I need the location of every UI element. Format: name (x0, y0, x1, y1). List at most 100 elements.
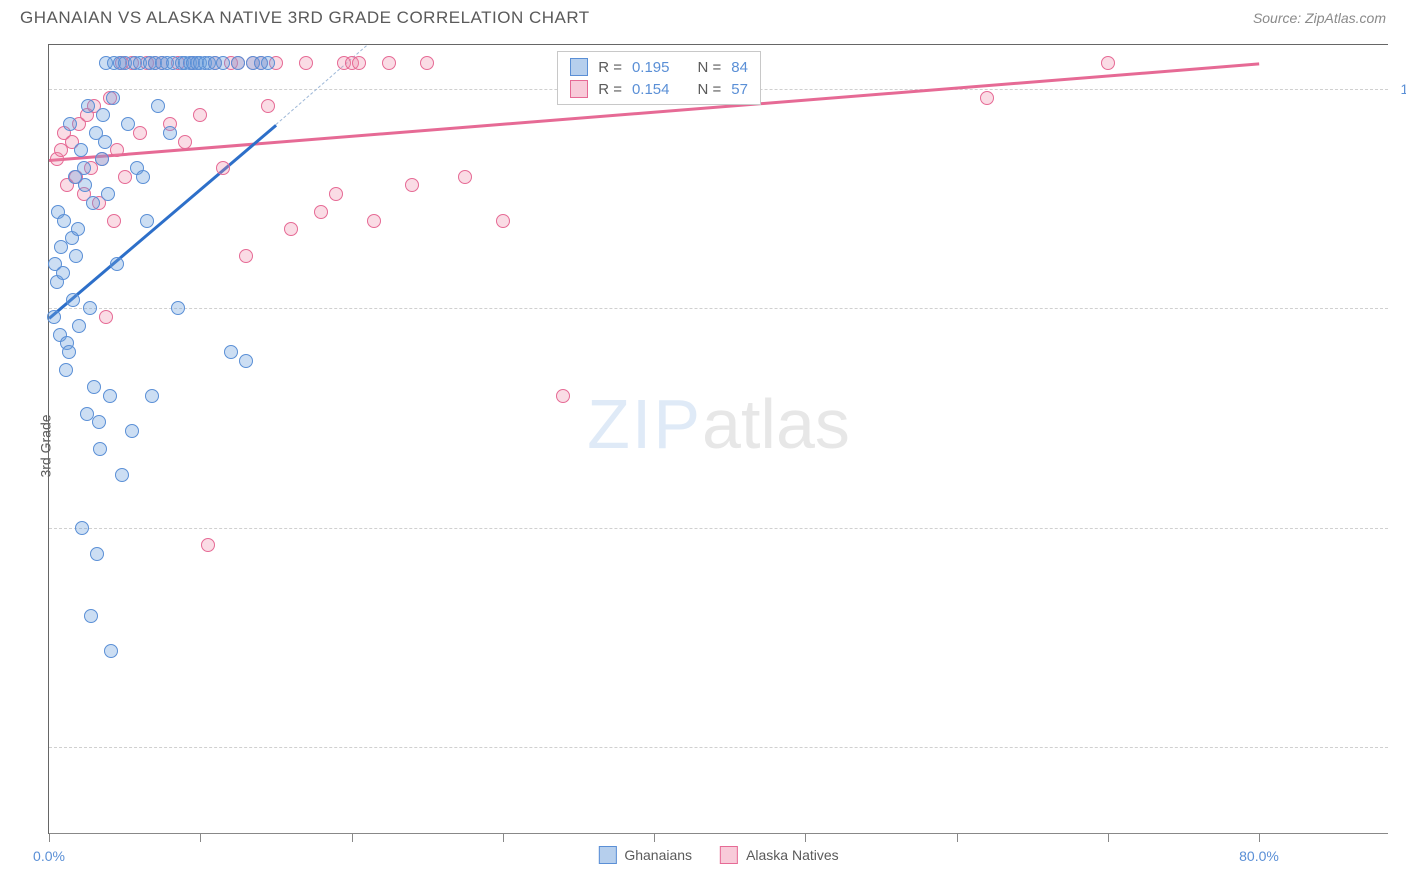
scatter-point-pink (178, 135, 192, 149)
scatter-point-blue (224, 345, 238, 359)
x-axis-line (49, 833, 1388, 834)
swatch-pink-icon (720, 846, 738, 864)
x-tick (957, 834, 958, 842)
stat-n-value: 57 (731, 81, 748, 98)
scatter-point-pink (458, 170, 472, 184)
swatch-blue-icon (570, 58, 588, 76)
scatter-point-pink (284, 222, 298, 236)
x-tick (503, 834, 504, 842)
scatter-point-blue (121, 117, 135, 131)
chart-area: ZIPatlas 92.5%95.0%97.5%100.0%0.0%80.0% … (48, 44, 1388, 834)
x-tick (1108, 834, 1109, 842)
legend-item-ghanaians: Ghanaians (598, 846, 692, 864)
scatter-point-blue (98, 135, 112, 149)
scatter-point-blue (71, 222, 85, 236)
scatter-point-blue (83, 301, 97, 315)
stat-n-label: N = (698, 59, 722, 76)
scatter-point-pink (329, 187, 343, 201)
stat-r-value: 0.195 (632, 59, 670, 76)
watermark: ZIPatlas (587, 384, 850, 464)
scatter-point-pink (193, 108, 207, 122)
scatter-point-pink (556, 389, 570, 403)
scatter-point-blue (92, 415, 106, 429)
scatter-point-pink (239, 249, 253, 263)
scatter-point-pink (110, 143, 124, 157)
stat-n-value: 84 (731, 59, 748, 76)
source-label: Source: ZipAtlas.com (1253, 10, 1386, 26)
scatter-point-blue (171, 301, 185, 315)
scatter-point-blue (145, 389, 159, 403)
scatter-point-blue (163, 126, 177, 140)
scatter-point-blue (140, 214, 154, 228)
scatter-point-pink (261, 99, 275, 113)
legend-label: Alaska Natives (746, 847, 839, 863)
x-tick-label: 80.0% (1239, 848, 1279, 864)
scatter-point-pink (314, 205, 328, 219)
scatter-point-blue (104, 644, 118, 658)
scatter-point-blue (261, 56, 275, 70)
scatter-point-blue (62, 345, 76, 359)
legend-item-alaska-natives: Alaska Natives (720, 846, 839, 864)
scatter-point-blue (90, 547, 104, 561)
scatter-point-pink (352, 56, 366, 70)
swatch-blue-icon (598, 846, 616, 864)
scatter-point-blue (56, 266, 70, 280)
scatter-point-blue (101, 187, 115, 201)
scatter-point-blue (84, 609, 98, 623)
scatter-point-blue (86, 196, 100, 210)
stat-n-label: N = (698, 81, 722, 98)
scatter-point-pink (367, 214, 381, 228)
scatter-point-blue (93, 442, 107, 456)
x-tick (352, 834, 353, 842)
scatter-point-pink (980, 91, 994, 105)
scatter-point-blue (63, 117, 77, 131)
scatter-point-pink (99, 310, 113, 324)
x-tick (1259, 834, 1260, 842)
x-tick-label: 0.0% (33, 848, 65, 864)
scatter-point-blue (57, 214, 71, 228)
scatter-point-pink (216, 161, 230, 175)
gridline (49, 747, 1388, 748)
scatter-point-pink (420, 56, 434, 70)
scatter-point-blue (47, 310, 61, 324)
scatter-point-pink (496, 214, 510, 228)
scatter-point-blue (72, 319, 86, 333)
scatter-point-pink (382, 56, 396, 70)
scatter-point-blue (87, 380, 101, 394)
gridline (49, 528, 1388, 529)
scatter-point-blue (216, 56, 230, 70)
scatter-point-blue (95, 152, 109, 166)
scatter-point-pink (299, 56, 313, 70)
stats-row: R =0.195N =84 (558, 56, 760, 78)
scatter-point-blue (77, 161, 91, 175)
x-tick (49, 834, 50, 842)
scatter-point-blue (136, 170, 150, 184)
gridline (49, 308, 1388, 309)
y-tick-label: 100.0% (1401, 81, 1406, 97)
legend: Ghanaians Alaska Natives (598, 846, 838, 864)
scatter-point-blue (74, 143, 88, 157)
scatter-point-blue (106, 91, 120, 105)
scatter-point-blue (110, 257, 124, 271)
x-tick (805, 834, 806, 842)
stats-row: R = 0.154 N = 57 (558, 78, 760, 100)
scatter-point-blue (239, 354, 253, 368)
scatter-point-pink (107, 214, 121, 228)
scatter-point-blue (103, 389, 117, 403)
scatter-point-blue (125, 424, 139, 438)
scatter-point-blue (151, 99, 165, 113)
scatter-point-pink (118, 170, 132, 184)
x-tick (654, 834, 655, 842)
scatter-point-pink (201, 538, 215, 552)
stat-r-label: R = (598, 81, 622, 98)
scatter-point-blue (231, 56, 245, 70)
scatter-point-blue (69, 249, 83, 263)
scatter-point-blue (115, 468, 129, 482)
chart-title: GHANAIAN VS ALASKA NATIVE 3RD GRADE CORR… (20, 8, 590, 28)
scatter-point-blue (96, 108, 110, 122)
stat-r-value: 0.154 (632, 81, 670, 98)
scatter-point-blue (78, 178, 92, 192)
stats-box: R = 0.195 N = 84 R = 0.154 N = 57 (557, 51, 761, 105)
scatter-point-blue (75, 521, 89, 535)
scatter-point-blue (66, 293, 80, 307)
